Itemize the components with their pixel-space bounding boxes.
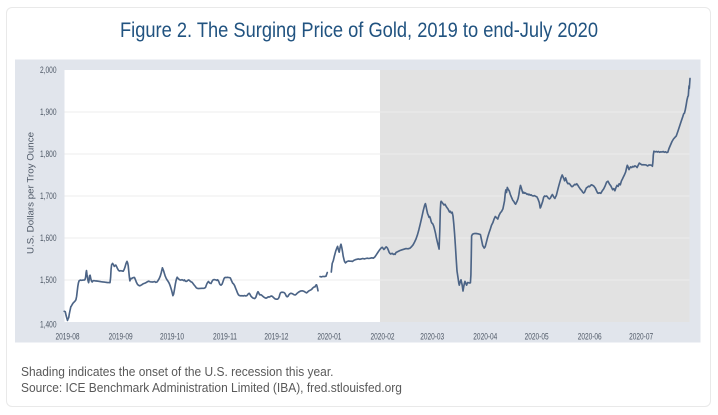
svg-text:1,800: 1,800 [40,149,57,159]
svg-text:U.S. Dollars per Troy Ounce: U.S. Dollars per Troy Ounce [26,132,36,254]
svg-text:2020-03: 2020-03 [420,332,444,342]
svg-text:1,600: 1,600 [40,233,57,243]
svg-text:1,400: 1,400 [40,320,57,330]
svg-text:1,500: 1,500 [40,275,57,285]
svg-text:2019-08: 2019-08 [56,332,80,342]
svg-text:2020-05: 2020-05 [525,332,549,342]
svg-text:2020-06: 2020-06 [578,332,602,342]
svg-text:2019-10: 2019-10 [160,332,184,342]
svg-text:2,000: 2,000 [40,65,57,75]
svg-text:2019-09: 2019-09 [109,332,133,342]
svg-text:1,700: 1,700 [40,191,57,201]
svg-text:2020-01: 2020-01 [317,332,341,342]
svg-text:2020-07: 2020-07 [629,332,653,342]
svg-text:2020-02: 2020-02 [371,332,395,342]
svg-text:2019-12: 2019-12 [264,332,288,342]
svg-text:2020-04: 2020-04 [473,332,497,342]
svg-text:1,900: 1,900 [40,107,57,117]
svg-text:2019-11: 2019-11 [213,332,237,342]
